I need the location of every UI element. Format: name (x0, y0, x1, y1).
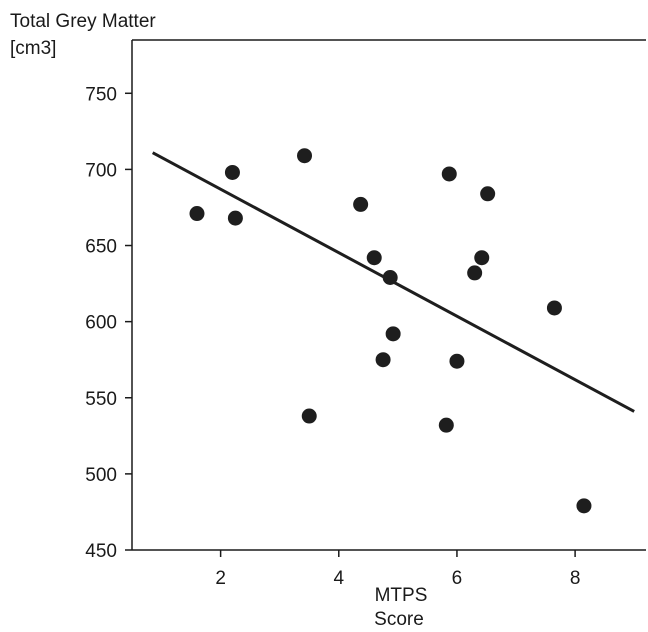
x-tick-label: 2 (215, 568, 226, 589)
y-tick-label: 550 (85, 389, 117, 410)
data-point (224, 164, 240, 180)
data-point (382, 269, 398, 285)
x-tick-label: 8 (570, 568, 581, 589)
data-point (227, 210, 243, 226)
y-tick-label: 500 (85, 465, 117, 486)
x-axis-title-line-1: MTPS (375, 585, 428, 606)
y-tick-label: 750 (85, 84, 117, 105)
data-point (385, 326, 401, 342)
y-tick-label: 450 (85, 541, 117, 562)
y-ticks: 450 500 550 600 650 700 750 (85, 84, 132, 562)
data-point (546, 300, 562, 316)
x-ticks: 2 4 6 8 (215, 550, 580, 589)
data-point (189, 206, 205, 222)
data-point (467, 265, 483, 281)
data-point (576, 498, 592, 514)
y-tick-label: 600 (85, 313, 117, 334)
y-tick-label: 700 (85, 160, 117, 181)
data-point (353, 196, 369, 212)
data-point (438, 417, 454, 433)
data-point (301, 408, 317, 424)
data-point (366, 250, 382, 266)
x-tick-label: 6 (452, 568, 463, 589)
data-points (189, 148, 592, 514)
y-tick-label: 650 (85, 237, 117, 258)
y-axis-title-line-1: Total Grey Matter (10, 11, 156, 32)
data-point (441, 166, 457, 182)
y-axis-title-line-2: [cm3] (10, 38, 56, 59)
data-point (449, 353, 465, 369)
x-tick-label: 4 (333, 568, 344, 589)
data-point (375, 352, 391, 368)
data-point (474, 250, 490, 266)
data-point (297, 148, 313, 164)
data-point (480, 186, 496, 202)
x-axis-title-line-2: Score (374, 609, 424, 630)
